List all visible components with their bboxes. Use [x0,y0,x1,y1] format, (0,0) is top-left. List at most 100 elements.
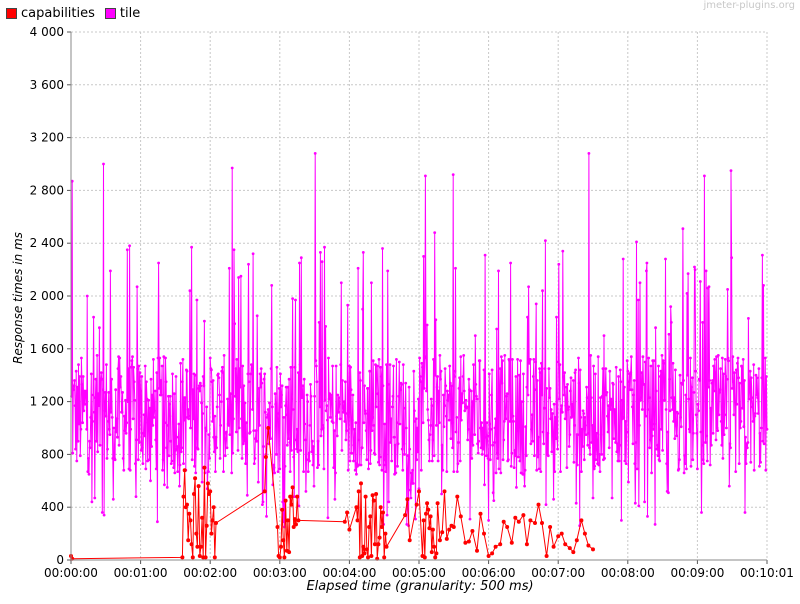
data-point-tile [534,302,538,306]
data-point-tile [754,412,757,415]
data-point-tile [436,375,439,378]
data-point-tile [762,284,765,287]
data-point-tile [491,443,495,447]
data-point-tile [344,438,348,442]
data-point-tile [597,463,601,467]
data-point-tile [650,471,653,475]
data-point-tile [144,467,148,471]
data-point-tile [94,377,98,381]
data-point-capabilities [363,494,368,499]
data-point-tile [483,253,487,257]
data-point-tile [154,467,158,471]
data-point-tile [218,457,222,460]
data-point-tile [516,455,520,459]
data-point-tile [248,430,252,434]
data-point-tile [761,253,764,257]
data-point-tile [500,355,503,359]
data-point-tile [412,369,416,373]
data-point-tile [684,393,688,397]
data-point-tile [448,381,452,385]
data-point-tile [213,414,217,418]
data-point-tile [200,401,203,405]
data-point-tile [71,388,75,392]
data-point-tile [223,454,227,458]
data-point-tile [537,435,540,439]
data-point-tile [658,375,662,378]
data-point-tile [223,437,227,440]
data-point-tile [256,480,260,484]
data-point-tile [255,439,258,443]
x-axis-title: Elapsed time (granularity: 500 ms) [306,579,534,594]
data-point-capabilities [342,519,347,524]
data-point-tile [590,441,594,444]
data-point-tile [686,272,690,275]
data-point-tile [764,468,768,472]
data-point-tile [646,408,650,411]
data-point-tile [576,433,580,436]
data-point-tile [640,408,644,411]
data-point-tile [208,457,212,460]
data-point-capabilities [513,515,518,520]
data-point-tile [122,468,126,472]
data-point-capabilities [192,492,196,496]
data-point-tile [546,431,550,435]
data-point-tile [509,464,513,468]
data-point-tile [683,454,686,458]
data-point-capabilities [275,525,280,529]
data-point-tile [417,487,421,491]
data-point-tile [518,459,522,463]
data-point-tile [469,389,473,393]
data-point-tile [268,401,271,405]
data-point-tile [241,364,245,368]
data-point-tile [334,471,337,475]
data-point-tile [197,387,201,390]
data-point-tile [89,372,93,376]
data-point-tile [88,446,92,450]
data-point-tile [632,393,635,397]
data-point-tile [215,446,219,450]
data-point-tile [458,459,462,463]
data-point-capabilities [574,538,579,543]
data-point-tile [765,427,769,431]
data-point-tile [515,429,519,432]
y-tick-label: 0 [56,553,64,567]
data-point-tile [292,455,296,459]
data-point-tile [239,385,242,389]
data-point-tile [215,405,219,409]
data-point-tile [435,424,438,427]
data-point-tile [461,401,464,405]
data-point-capabilities [478,511,483,516]
data-point-tile [331,364,334,368]
data-point-tile [392,435,396,439]
data-point-tile [533,454,536,458]
data-point-tile [138,441,141,444]
data-point-tile [732,380,735,384]
data-point-tile [726,288,729,291]
data-point-tile [345,412,349,415]
data-point-tile [328,416,332,419]
data-point-tile [559,408,563,411]
data-point-tile [426,408,430,411]
data-point-capabilities [591,547,595,552]
data-point-tile [470,457,474,460]
data-point-tile [432,358,435,361]
data-point-tile [498,367,502,370]
data-point-tile [133,398,137,402]
data-point-tile [679,416,682,419]
data-point-tile [443,404,446,407]
data-point-tile [637,504,641,508]
data-point-tile [116,367,120,370]
data-point-tile [564,385,568,389]
data-point-tile [259,385,263,389]
data-point-tile [505,394,508,398]
data-point-capabilities [582,531,587,536]
data-point-capabilities [296,518,301,523]
data-point-tile [741,358,745,361]
data-point-tile [623,459,627,463]
data-point-tile [278,467,282,471]
data-point-tile [421,421,425,425]
data-point-tile [604,367,608,370]
data-point-tile [676,412,680,415]
data-point-tile [324,325,327,328]
data-point-capabilities [279,544,283,549]
